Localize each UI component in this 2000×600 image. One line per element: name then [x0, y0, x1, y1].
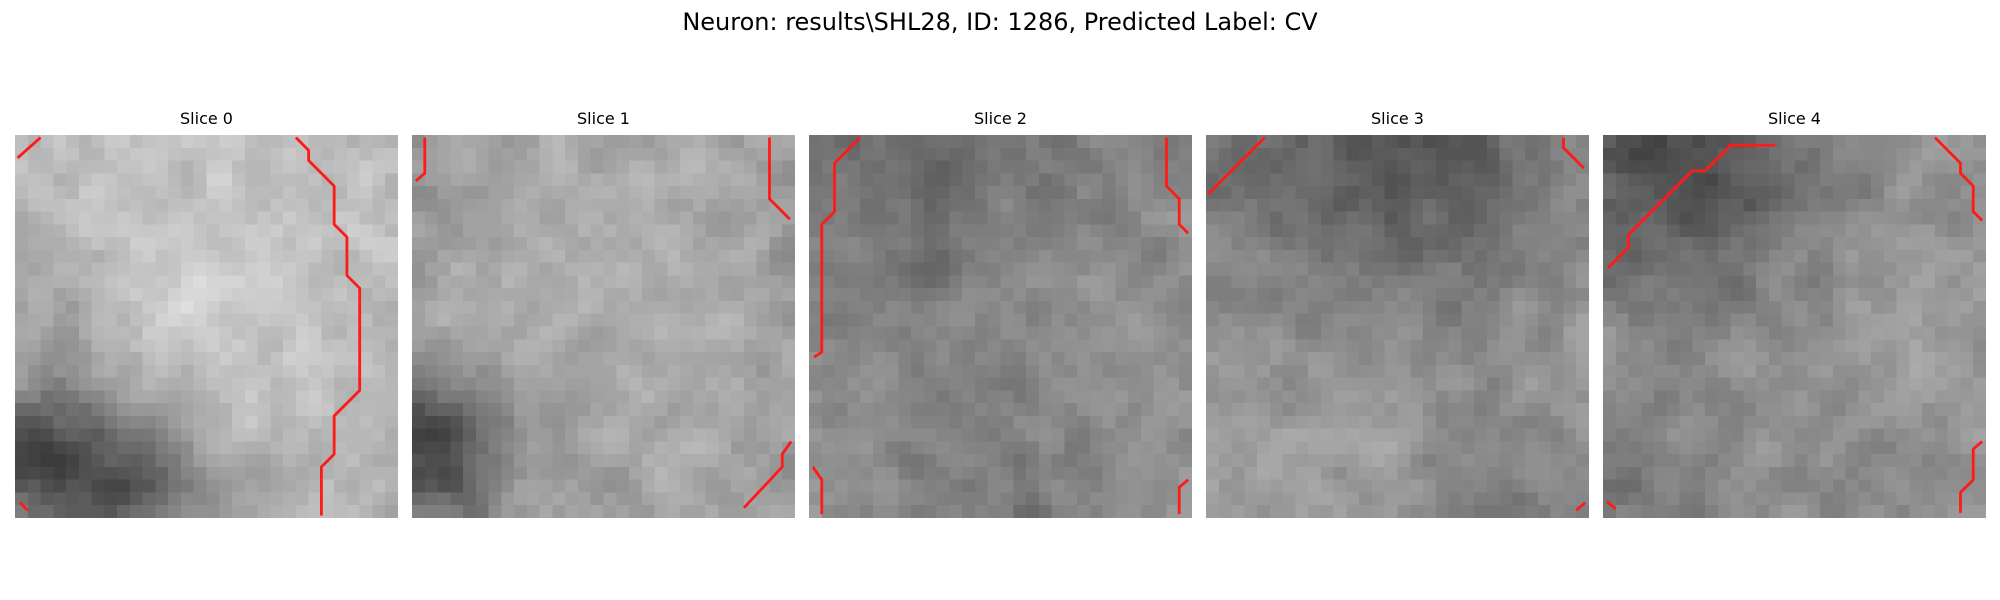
- contour-line-1-0: [414, 137, 427, 183]
- slice-title-1: Slice 1: [577, 109, 630, 128]
- contour-line-2-2: [811, 466, 824, 515]
- contour-line-0-2: [19, 501, 29, 512]
- contour-line-2-1: [1165, 137, 1190, 235]
- contour-line-0-1: [294, 136, 362, 516]
- contour-line-3-1: [1562, 137, 1585, 170]
- contour-line-0-0: [16, 136, 42, 160]
- contour-line-3-2: [1575, 501, 1587, 512]
- slice-image-1: [412, 135, 795, 518]
- slice-title-0: Slice 0: [180, 109, 233, 128]
- contour-line-4-1: [1933, 136, 1984, 222]
- contour-line-4-0: [1607, 143, 1776, 269]
- slice-image-3: [1206, 135, 1589, 518]
- slice-image-0: [15, 135, 398, 518]
- contour-line-2-3: [1177, 478, 1190, 515]
- slice-image-4: [1603, 135, 1986, 518]
- slice-image-2: [809, 135, 1192, 518]
- contour-line-1-2: [742, 440, 793, 509]
- contour-line-2-0: [813, 136, 862, 359]
- slice-title-2: Slice 2: [974, 109, 1027, 128]
- slice-title-4: Slice 4: [1768, 109, 1821, 128]
- figure-title: Neuron: results\SHL28, ID: 1286, Predict…: [682, 8, 1318, 36]
- slice-title-3: Slice 3: [1371, 109, 1424, 128]
- contour-line-4-2: [1959, 440, 1984, 513]
- contour-line-4-3: [1605, 500, 1617, 511]
- contour-line-1-1: [768, 137, 791, 221]
- contour-line-3-0: [1207, 136, 1266, 195]
